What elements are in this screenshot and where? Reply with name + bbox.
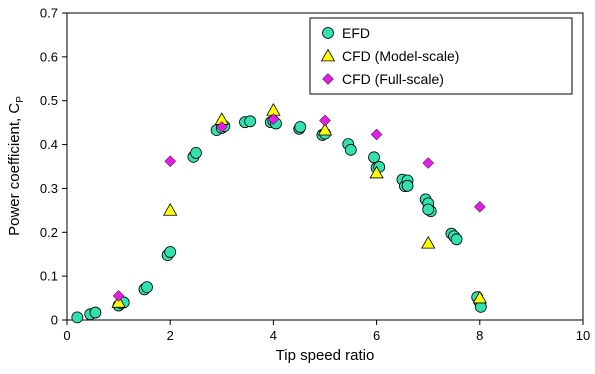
x-axis: 0 2 4 6 8 10 xyxy=(63,320,590,343)
y-axis-title: Power coefficient, CP xyxy=(6,96,26,236)
x-tick-label: 4 xyxy=(270,328,277,343)
x-tick-label: 6 xyxy=(373,328,380,343)
y-tick-label: 0.6 xyxy=(40,49,58,64)
data-point-diamond xyxy=(422,157,435,169)
y-tick-label: 0.1 xyxy=(40,269,58,284)
x-tick-label: 10 xyxy=(576,328,590,343)
data-point-circle xyxy=(141,281,153,294)
data-point-diamond xyxy=(473,200,486,213)
legend-label: CFD (Full-scale) xyxy=(342,71,444,87)
x-tick-label: 0 xyxy=(63,328,70,343)
series-triangle xyxy=(111,103,487,308)
data-point-triangle xyxy=(317,122,333,136)
data-point-circle xyxy=(244,115,257,128)
data-point-circle xyxy=(89,306,102,319)
legend-label: EFD xyxy=(342,25,370,41)
legend-label: CFD (Model-scale) xyxy=(342,48,459,64)
data-point-diamond xyxy=(112,290,125,302)
data-point-circle xyxy=(450,233,463,246)
legend-marker-triangle xyxy=(320,48,336,62)
data-point-circle xyxy=(401,179,414,192)
data-point-diamond xyxy=(215,121,228,133)
data-point-circle xyxy=(190,147,202,159)
data-point-diamond xyxy=(319,114,331,127)
data-point-circle xyxy=(164,246,177,258)
data-point-circle xyxy=(368,151,380,164)
x-axis-title: Tip speed ratio xyxy=(276,347,375,364)
legend-marker-diamond xyxy=(322,73,334,85)
data-point-circle xyxy=(422,203,435,216)
data-point-diamond xyxy=(370,128,383,141)
y-tick-label: 0.5 xyxy=(40,93,58,108)
y-tick-label: 0 xyxy=(51,313,58,328)
y-tick-label: 0.7 xyxy=(40,6,58,21)
y-tick-label: 0.3 xyxy=(40,181,58,196)
data-marks xyxy=(71,103,487,324)
data-point-circle xyxy=(344,143,357,156)
legend-frame xyxy=(309,17,573,95)
data-point-triangle xyxy=(472,290,487,304)
legend: EFD CFD (Model-scale) CFD (Full-scale) xyxy=(309,17,573,95)
legend-marker-circle xyxy=(322,27,334,39)
series-diamond xyxy=(112,113,486,302)
y-axis-title-main: Power coefficient, C xyxy=(6,103,23,236)
data-point-circle xyxy=(71,311,84,324)
y-axis-title-subscript: P xyxy=(15,96,26,103)
y-tick-label: 0.4 xyxy=(40,137,58,152)
data-point-circle xyxy=(294,121,307,133)
data-point-diamond xyxy=(267,113,280,125)
data-point-triangle xyxy=(421,235,436,249)
data-point-triangle xyxy=(369,165,384,179)
x-tick-label: 8 xyxy=(476,328,483,343)
y-tick-label: 0.2 xyxy=(40,225,58,240)
data-point-diamond xyxy=(164,155,177,168)
data-point-triangle xyxy=(163,203,178,216)
y-axis: 0 0.1 0.2 0.3 0.4 0.5 0.6 0.7 xyxy=(40,6,67,328)
x-tick-label: 2 xyxy=(167,328,174,343)
